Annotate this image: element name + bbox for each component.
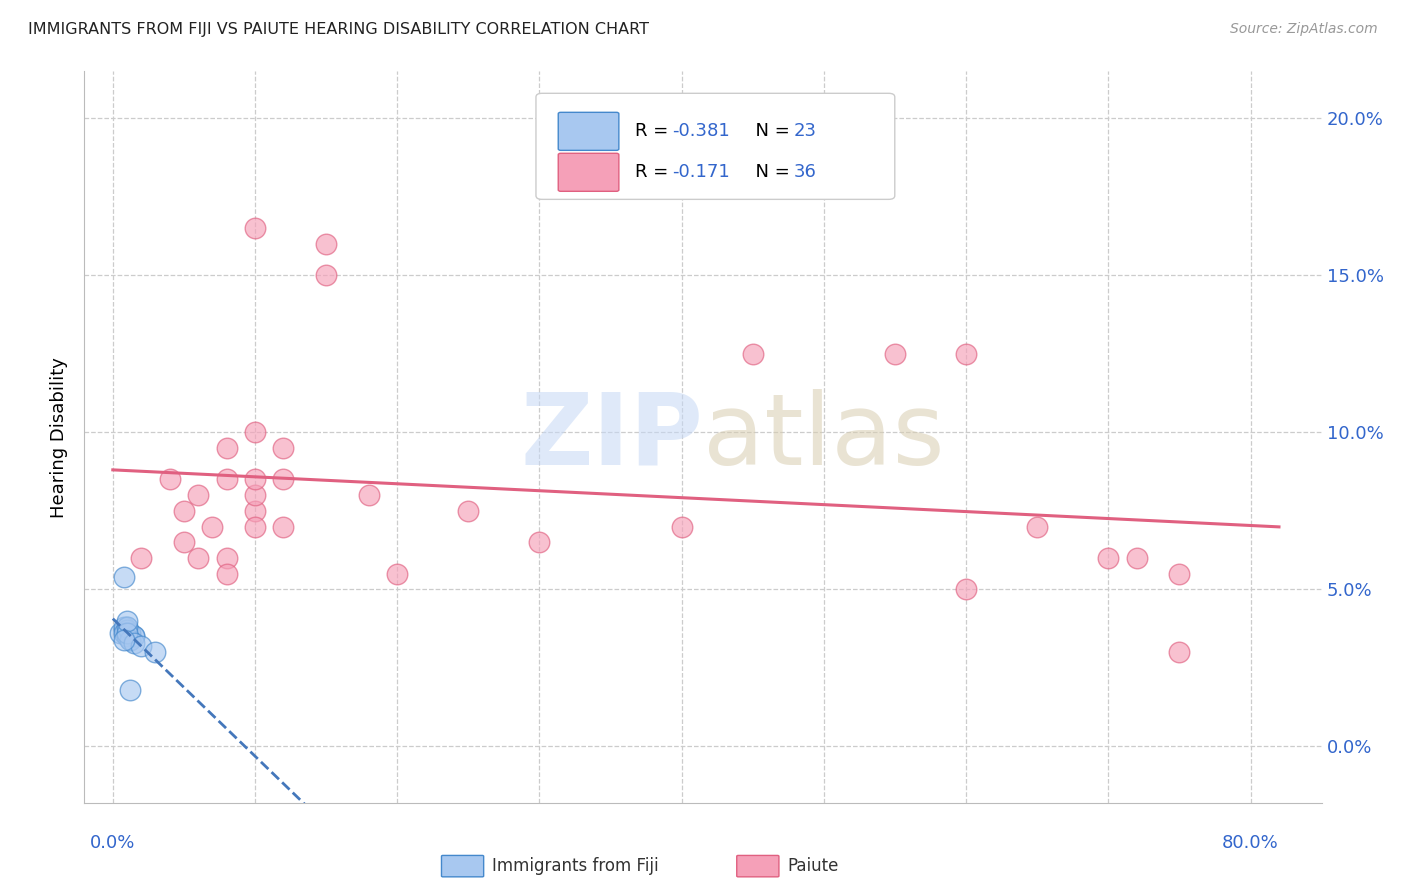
Point [115, 626, 138, 640]
Point [243, 425, 266, 440]
FancyBboxPatch shape [558, 112, 619, 151]
FancyBboxPatch shape [536, 94, 894, 200]
Point [112, 632, 135, 647]
Point [243, 519, 266, 533]
Text: R =: R = [636, 122, 673, 140]
Point [315, 237, 337, 252]
Point [215, 566, 238, 581]
Text: Paiute: Paiute [787, 857, 839, 875]
Point [112, 570, 135, 584]
Point [1168, 645, 1191, 659]
Text: ZIP: ZIP [520, 389, 703, 485]
Point [173, 504, 195, 518]
Point [118, 632, 141, 647]
Point [187, 488, 209, 502]
Point [129, 550, 152, 565]
Point [112, 626, 135, 640]
Point [115, 629, 138, 643]
Text: Source: ZipAtlas.com: Source: ZipAtlas.com [1230, 22, 1378, 37]
Y-axis label: Hearing Disability: Hearing Disability [51, 357, 69, 517]
Point [243, 488, 266, 502]
Point [159, 473, 181, 487]
Text: N =: N = [744, 163, 796, 181]
Text: -0.171: -0.171 [672, 163, 730, 181]
Point [115, 620, 138, 634]
Point [243, 473, 266, 487]
Point [112, 620, 135, 634]
Text: 80.0%: 80.0% [1222, 834, 1279, 852]
Point [118, 626, 141, 640]
Point [741, 347, 763, 361]
Point [118, 682, 141, 697]
Text: R =: R = [636, 163, 673, 181]
Point [529, 535, 551, 549]
Point [201, 519, 224, 533]
Text: 0.0%: 0.0% [90, 834, 135, 852]
Point [122, 629, 145, 643]
FancyBboxPatch shape [737, 855, 779, 877]
Point [215, 550, 238, 565]
Point [122, 636, 145, 650]
Text: atlas: atlas [703, 389, 945, 485]
Point [115, 623, 138, 637]
Point [118, 629, 141, 643]
Point [173, 535, 195, 549]
Point [273, 519, 295, 533]
Text: 36: 36 [793, 163, 817, 181]
Text: IMMIGRANTS FROM FIJI VS PAIUTE HEARING DISABILITY CORRELATION CHART: IMMIGRANTS FROM FIJI VS PAIUTE HEARING D… [28, 22, 650, 37]
Text: N =: N = [744, 122, 796, 140]
Point [273, 473, 295, 487]
Point [145, 645, 167, 659]
Point [955, 347, 977, 361]
Point [118, 632, 141, 647]
Point [1126, 550, 1149, 565]
Point [243, 221, 266, 235]
Point [457, 504, 479, 518]
Point [1168, 566, 1191, 581]
Point [112, 623, 135, 637]
Point [243, 504, 266, 518]
Point [215, 441, 238, 455]
Text: -0.381: -0.381 [672, 122, 730, 140]
Point [115, 620, 138, 634]
Point [122, 629, 145, 643]
FancyBboxPatch shape [441, 855, 484, 877]
Point [671, 519, 693, 533]
Point [1026, 519, 1049, 533]
Point [187, 550, 209, 565]
Point [955, 582, 977, 597]
Text: Immigrants from Fiji: Immigrants from Fiji [492, 857, 659, 875]
Point [884, 347, 907, 361]
Point [315, 268, 337, 283]
Point [108, 626, 131, 640]
Point [115, 626, 138, 640]
Point [273, 441, 295, 455]
Point [129, 639, 152, 653]
Point [387, 566, 409, 581]
Point [357, 488, 380, 502]
Point [115, 614, 138, 628]
FancyBboxPatch shape [558, 153, 619, 191]
Point [215, 473, 238, 487]
Text: 23: 23 [793, 122, 817, 140]
Point [1097, 550, 1119, 565]
